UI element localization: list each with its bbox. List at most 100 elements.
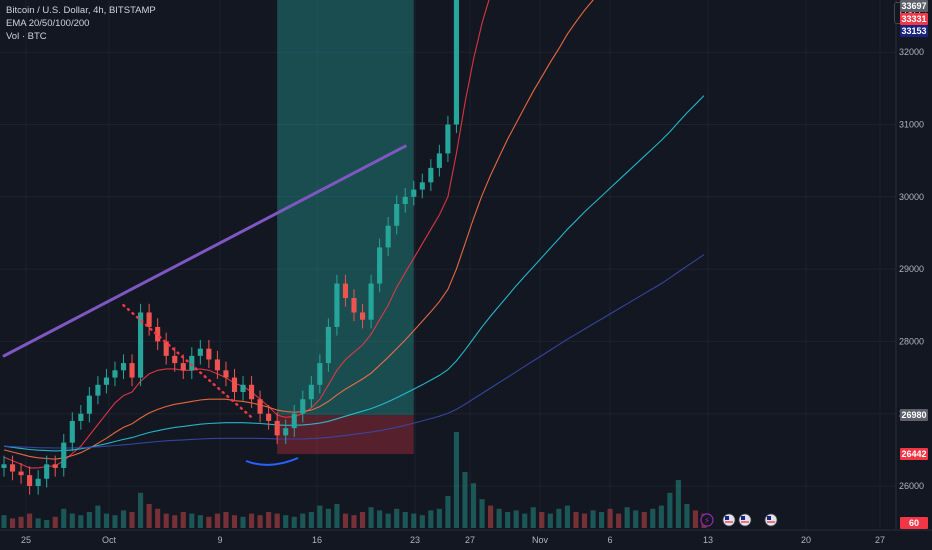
volume-bar [103, 513, 109, 528]
volume-bar [69, 513, 75, 528]
volume-bars [1, 432, 707, 528]
rising-support-purple [2, 144, 407, 358]
volume-bar [155, 508, 161, 528]
volume-bar [445, 496, 451, 528]
candle-body [35, 478, 41, 486]
ema50-line [3, 0, 594, 460]
lightning-event-icon[interactable] [700, 513, 714, 527]
candle-body [283, 428, 289, 436]
candle-body [78, 413, 84, 421]
candle-body [120, 363, 127, 371]
candle-body [9, 464, 16, 472]
volume-bar [129, 512, 135, 528]
volume-bar [402, 512, 408, 528]
volume-bar [138, 492, 144, 528]
volume-bar [18, 516, 24, 528]
volume-bar [9, 518, 16, 528]
candle-body [377, 247, 383, 284]
long-position-1-stop-zone [277, 415, 414, 455]
candle-body [69, 420, 75, 443]
time-tick-label: 16 [312, 535, 322, 545]
volume-bar [692, 510, 699, 528]
time-axis: 25 Oct 9 16 23 27 Nov 6 13 20 27 [21, 535, 885, 545]
time-tick-label: 20 [801, 535, 811, 545]
ema-lines [3, 0, 705, 469]
volume-bar [308, 512, 314, 528]
ema-indicator-label[interactable]: EMA 20/50/100/200 [6, 18, 90, 29]
volume-bar [581, 513, 588, 528]
volume-bar [419, 515, 425, 528]
price-tag: 26980 [900, 409, 928, 422]
volume-bar [436, 508, 442, 528]
candle-body [155, 326, 161, 342]
volume-bar [479, 499, 485, 528]
volume-bar [556, 508, 562, 528]
candle-body [112, 370, 118, 378]
volume-bar [95, 505, 101, 528]
volume-indicator-label[interactable]: Vol · BTC [6, 31, 47, 42]
volume-bar [231, 515, 238, 528]
volume-bar [351, 515, 357, 528]
candlestick-series [1, 0, 459, 495]
candle-body [240, 384, 246, 393]
flag-canton [767, 516, 771, 520]
volume-bar [257, 515, 263, 528]
volume-bar [675, 480, 681, 528]
candle-body [172, 355, 178, 364]
volume-bar [564, 505, 570, 528]
candle-body [359, 312, 366, 320]
volume-bar [505, 512, 511, 528]
candle-body [214, 359, 220, 371]
candle-body [86, 395, 92, 414]
symbol-title[interactable]: Bitcoin / U.S. Dollar, 4h, BITSTAMP [6, 5, 156, 16]
candle-body [308, 384, 314, 400]
price-tick-label: 31000 [899, 120, 924, 130]
price-tag: 33331 [900, 12, 928, 25]
candle-body [103, 377, 109, 385]
volume-bar [377, 510, 383, 528]
candle-body [206, 348, 212, 360]
volume-bar [197, 515, 203, 528]
price-tag: 33153 [900, 25, 928, 37]
volume-bar [334, 504, 340, 528]
candle-body [129, 363, 135, 378]
candle-body [274, 420, 280, 436]
volume-bar [462, 472, 468, 528]
volume-bar [650, 508, 656, 528]
flag-canton [741, 516, 745, 520]
candle-body [385, 225, 391, 248]
volume-bar [249, 513, 255, 528]
trendlines [2, 144, 407, 419]
volume-bar [530, 507, 536, 528]
candle-body [180, 363, 186, 371]
chart-grid [0, 0, 896, 530]
volume-bar [453, 432, 459, 528]
volume-bar [547, 513, 553, 528]
volume-bar [359, 512, 366, 528]
candle-body [419, 182, 425, 190]
volume-bar [599, 512, 605, 528]
volume-bar [590, 510, 596, 528]
candle-body [368, 283, 374, 320]
price-tag: 26442 [900, 448, 928, 461]
support-curve [245, 457, 299, 466]
candle-body [325, 326, 331, 364]
candle-body [317, 363, 323, 385]
time-tick-label: 9 [217, 535, 222, 545]
volume-bar [223, 512, 229, 528]
volume-bar [44, 520, 50, 528]
volume-bar [573, 512, 579, 528]
price-tag: 33697 [900, 0, 928, 12]
ema200-line [3, 254, 705, 449]
candle-body [231, 377, 238, 393]
time-tick-label: Oct [102, 535, 117, 545]
volume-bar [291, 516, 297, 528]
volume-bar [428, 510, 434, 528]
volume-bar [342, 513, 349, 528]
volume-bar [300, 513, 306, 528]
candle-body [291, 413, 297, 429]
volume-bar [539, 512, 545, 528]
dotted-resistance-red [122, 304, 253, 419]
volume-bar [266, 512, 272, 528]
